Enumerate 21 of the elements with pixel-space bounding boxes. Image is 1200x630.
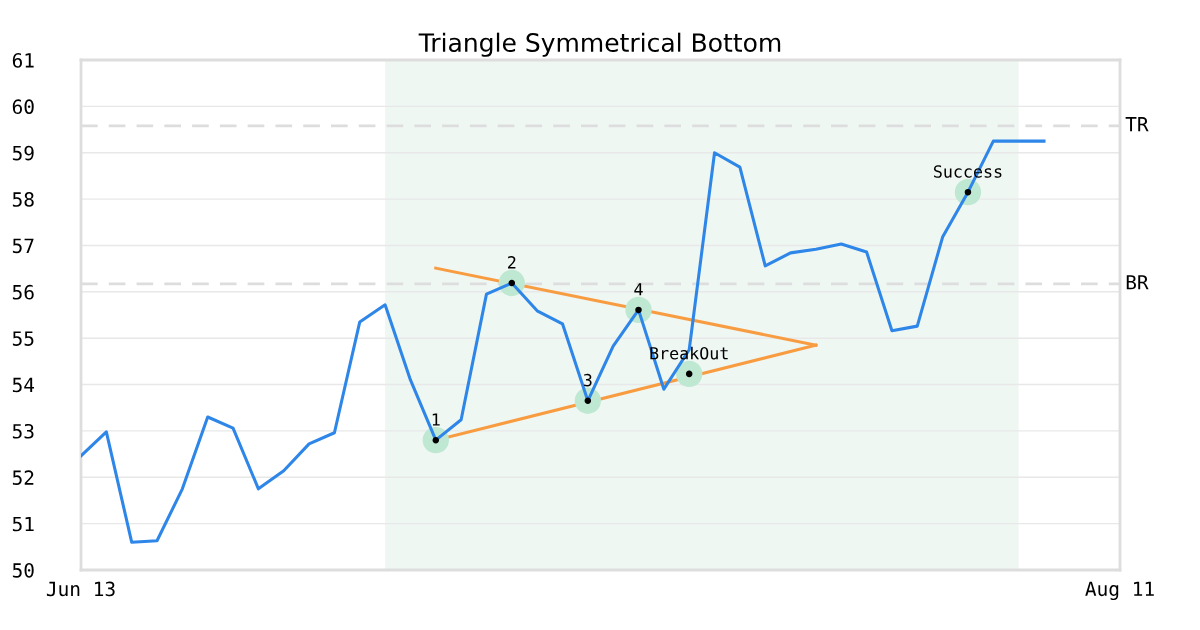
- y-tick-label: 54: [12, 377, 35, 393]
- ref-line-label: BR: [1126, 275, 1149, 290]
- x-tick-label: Aug 11: [1085, 581, 1154, 601]
- y-tick-label: 58: [12, 192, 34, 207]
- ref-line-label: TR: [1125, 117, 1149, 132]
- y-tick-label: 61: [12, 53, 34, 68]
- y-tick-label: 59: [12, 145, 34, 161]
- series-label: 2: [508, 256, 516, 269]
- y-tick-label: 60: [12, 99, 34, 115]
- series-label: 4: [634, 283, 643, 296]
- y-tick-label: 56: [12, 284, 34, 300]
- y-tick-label: 53: [12, 423, 34, 439]
- chart-title: Triangle Symmetrical Bottom: [418, 32, 781, 57]
- y-tick-label: 52: [12, 470, 34, 485]
- y-tick-label: 55: [12, 331, 34, 346]
- series-label: 1: [432, 413, 440, 426]
- series-label: 3: [583, 373, 592, 387]
- y-tick-label: 51: [12, 516, 34, 532]
- x-tick-label: Jun 13: [46, 581, 115, 597]
- y-tick-label: 57: [12, 238, 34, 254]
- y-tick-label: 50: [12, 563, 34, 578]
